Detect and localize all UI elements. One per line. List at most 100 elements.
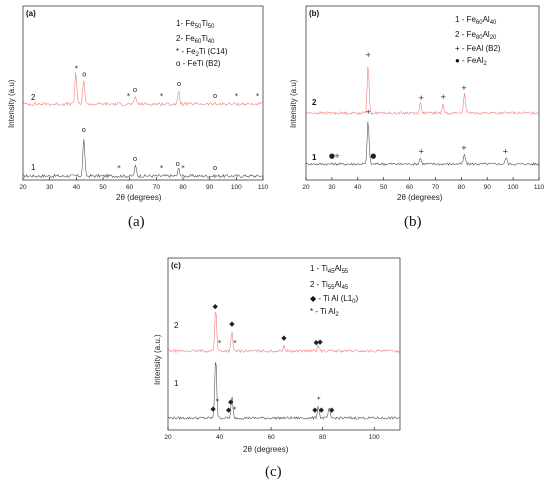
panel-b-trace-label-1: 1: [312, 153, 317, 162]
panel-c-ylabel: Intensity (a.u.): [153, 334, 162, 385]
panel-a-peak-marker: *: [160, 164, 164, 172]
panel-a-xtick-label: 110: [258, 184, 269, 191]
panel-c-caption: (c): [265, 464, 282, 480]
panel-a-peak-marker: o: [133, 155, 137, 163]
panel-c-legend-2: 2 - Ti55Al45: [310, 280, 349, 291]
panel-b-peak-marker: ●: [370, 152, 376, 160]
panel-c-peak-marker: ◆: [319, 406, 325, 414]
panel-c-xlabel: 2θ (degrees): [243, 445, 289, 454]
panel-c-peak-marker: ◆: [229, 320, 235, 328]
panel-c-legend: 1 - Ti45Al55 2 - Ti55Al45 ◆ - Ti Al (L10…: [310, 264, 359, 318]
panel-c-peak-marker: ◆: [210, 405, 216, 413]
panel-c-peak-marker: ◆: [312, 406, 318, 414]
panel-b-markers: ++ ++● ++●+ + +: [329, 51, 509, 160]
panel-a-legend-4: o - FeTi (B2): [176, 59, 221, 68]
panel-c-xticks: 20 40 60 80 100: [164, 427, 380, 441]
panel-b-xtick-label: 40: [354, 184, 362, 191]
panel-a-xtick-label: 60: [126, 184, 134, 191]
panel-b-xtick-label: 50: [380, 184, 388, 191]
panel-c-markers: ◆*◆*◆◆◆◆* ◆*◆ ◆*◆ ◆: [210, 302, 335, 414]
panel-a-legend: 1- Fe50Ti50 2- Fe60Ti40 * - Fe2Ti (C14) …: [176, 19, 228, 68]
panel-a-plot-frame: [22, 5, 264, 181]
panel-c-peak-marker: *: [218, 339, 222, 347]
panel-a-trace-label-1: 1: [31, 163, 36, 172]
panel-b-peak-marker: +: [461, 84, 467, 92]
panel-c-peak-marker: ◆: [329, 406, 335, 414]
panel-b-peak-marker: +: [365, 51, 371, 59]
panel-b-peak-marker: +: [365, 108, 371, 116]
panel-b-legend-1: 1 - Fe60Al40: [455, 15, 497, 26]
panel-a: (a) 1- Fe50Ti50 2- Fe60Ti40 * - Fe2Ti (C…: [7, 5, 269, 230]
panel-b-legend-2: 2 - Fe80Al20: [455, 30, 497, 41]
panel-a-caption: (a): [128, 214, 145, 230]
panel-a-xtick-label: 70: [153, 184, 161, 191]
panel-a-trace-2: [22, 72, 264, 107]
panel-a-peak-marker: o: [213, 92, 217, 100]
panel-b-xtick-label: 30: [328, 184, 336, 191]
panel-a-xlabel: 2θ (degrees): [116, 193, 162, 202]
panel-a-peak-marker: o: [213, 164, 217, 172]
panel-a-xtick-label: 50: [99, 184, 107, 191]
panel-a-peak-marker: *: [117, 164, 121, 172]
panel-a-tag: (a): [26, 9, 36, 18]
panel-b-plot-frame: [305, 5, 540, 181]
panel-b-xtick-label: 90: [484, 184, 492, 191]
panel-c-peak-marker: *: [233, 406, 237, 414]
panel-c-xtick-label: 40: [216, 434, 224, 441]
panel-a-xtick-label: 20: [19, 184, 27, 191]
panel-c-peak-marker: ◆: [314, 339, 320, 347]
panel-b-xtick-label: 100: [508, 184, 519, 191]
panel-b-peak-marker: +: [440, 93, 446, 101]
panel-b-xtick-label: 70: [432, 184, 440, 191]
panel-a-peak-marker: o: [82, 126, 86, 134]
panel-c-tag: (c): [171, 261, 181, 270]
panel-b-legend: 1 - Fe60Al40 2 - Fe80Al20 + - FeAl (B2) …: [455, 15, 501, 67]
panel-b-xtick-label: 20: [302, 184, 310, 191]
panel-c-peak-marker: *: [216, 398, 220, 406]
panel-a-trace-label-2: 2: [31, 93, 36, 102]
panel-c-trace-label-2: 2: [174, 321, 179, 330]
panel-b-xtick-label: 80: [458, 184, 466, 191]
panel-a-peak-marker: o: [133, 86, 137, 94]
panel-b-peak-marker: +: [418, 94, 424, 102]
panel-a-peak-marker: *: [75, 64, 79, 72]
panel-a-peak-marker: *: [256, 92, 260, 100]
panel-b-peak-marker: +: [334, 152, 340, 160]
panel-a-peak-marker: o: [176, 160, 180, 168]
panel-c-plot-frame: [167, 257, 401, 431]
panel-c-traces: [167, 311, 401, 421]
panel-c-peak-marker: ◆: [228, 398, 234, 406]
panel-a-peak-marker: *: [181, 164, 185, 172]
panel-a-ylabel: Intensity (a.u): [7, 79, 16, 128]
panel-b: (b) 1 - Fe60Al40 2 - Fe80Al20 + - FeAl (…: [289, 5, 545, 230]
panel-a-xtick-label: 100: [231, 184, 242, 191]
panel-a-traces: [22, 72, 264, 179]
panel-c-legend-3: ◆ - Ti Al (L10): [310, 294, 359, 305]
panel-a-markers: *o*o*oo * *o*o* o * o: [75, 64, 260, 172]
panel-c-xtick-label: 60: [267, 434, 275, 441]
panel-a-xtick-label: 30: [46, 184, 54, 191]
panel-a-legend-1: 1- Fe50Ti50: [176, 19, 215, 30]
panel-c-xtick-label: 80: [319, 434, 327, 441]
panel-c-trace-label-1: 1: [174, 379, 179, 388]
panel-b-peak-marker: +: [461, 144, 467, 152]
panel-b-xticks: 20 30 40 50 60 70 80 90 100 110: [302, 177, 545, 191]
panel-a-xtick-label: 90: [206, 184, 214, 191]
panel-a-legend-3: * - Fe2Ti (C14): [176, 47, 228, 58]
panel-c-peak-marker: ◆: [281, 334, 287, 342]
panel-c: (c) 1 - Ti45Al55 2 - Ti55Al45 ◆ - Ti Al …: [153, 257, 401, 480]
panel-b-legend-3: + - FeAl (B2): [455, 44, 501, 53]
panel-c-peak-marker: *: [233, 339, 237, 347]
panel-b-legend-4: ● - FeAl2: [455, 56, 487, 67]
panel-b-trace-1: [305, 121, 540, 166]
panel-b-peak-marker: +: [502, 147, 508, 155]
panel-c-peak-marker: *: [317, 395, 321, 403]
panel-b-trace-label-2: 2: [312, 98, 317, 107]
panel-b-xtick-label: 60: [406, 184, 414, 191]
panel-c-legend-4: * - Ti Al2: [310, 307, 339, 318]
panel-b-xlabel: 2θ (degrees): [397, 193, 443, 202]
panel-c-peak-marker: ◆: [317, 338, 323, 346]
panel-c-legend-1: 1 - Ti45Al55: [310, 264, 349, 275]
panel-b-caption: (b): [404, 214, 422, 230]
